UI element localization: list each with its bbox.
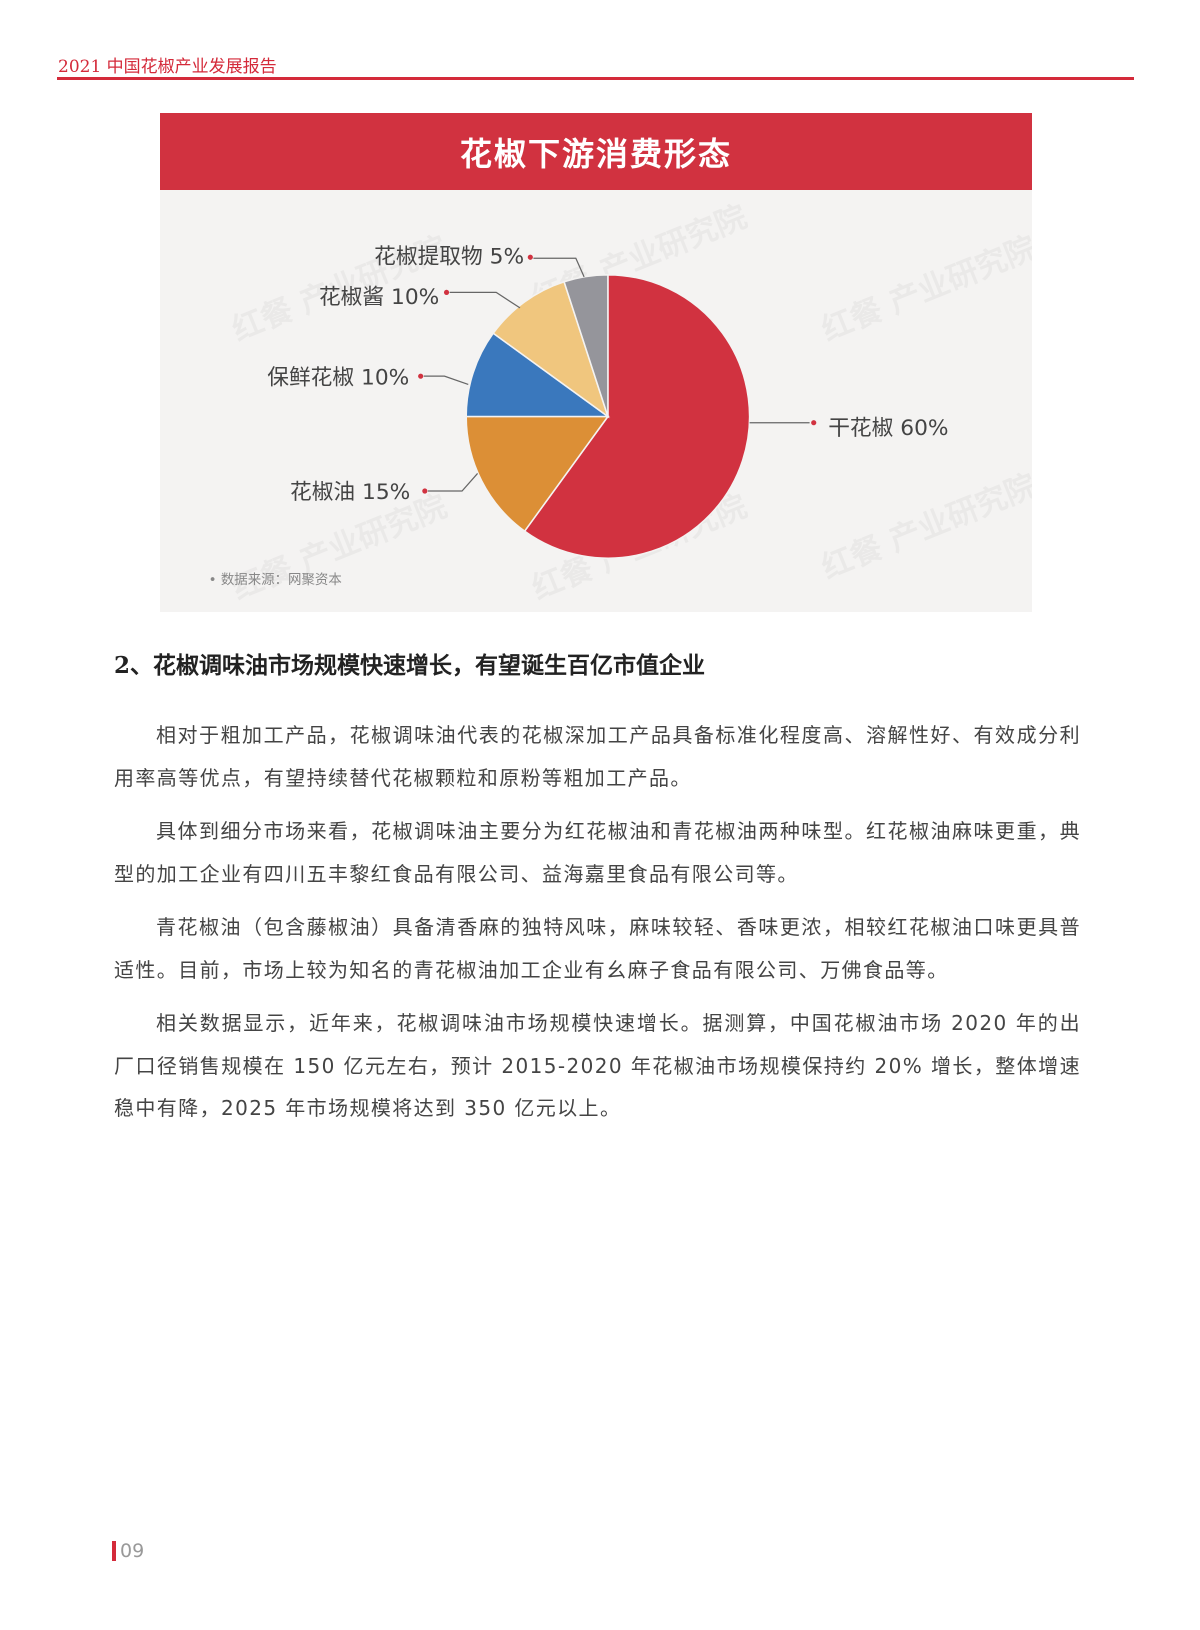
- leader-dot-3: [443, 289, 450, 295]
- pie-slice-4: [563, 274, 609, 417]
- paragraph: 具体到细分市场来看，花椒调味油主要分为红花椒油和青花椒油两种味型。红花椒油麻味更…: [114, 819, 1081, 886]
- leader-dot-4: [527, 254, 533, 260]
- pie-chart-svg: 红餐 产业研究院红餐 产业研究院红餐 产业研究院红餐 产业研究院红餐 产业研究院…: [209, 230, 1032, 607]
- slice-label-4: 花椒提取物 5%: [374, 244, 524, 269]
- page-number-text: 09: [120, 1540, 145, 1562]
- slice-label-2: 保鲜花椒 10%: [267, 365, 409, 390]
- report-header-title: 2021 中国花椒产业发展报告: [58, 57, 277, 77]
- leader-dot-2: [418, 373, 424, 379]
- leader-line-1: [427, 472, 479, 492]
- pie-slice-1: [465, 415, 610, 533]
- leader-line-3: [449, 291, 521, 309]
- leader-dot-0: [811, 420, 817, 426]
- paragraph: 青花椒油（包含藤椒油）具备清香麻的独特风味，麻味较轻、香味更浓，相较红花椒油口味…: [114, 915, 1081, 982]
- watermark: 红餐 产业研究院: [817, 230, 1032, 349]
- watermark: 红餐 产业研究院: [817, 468, 1032, 587]
- leader-line-4: [533, 257, 585, 278]
- header-divider: [57, 77, 1134, 80]
- watermark: 红餐 产业研究院: [227, 488, 452, 607]
- leader-line-2: [423, 375, 469, 386]
- paragraph: 相关数据显示，近年来，花椒调味油市场规模快速增长。据测算，中国花椒油市场 202…: [114, 1011, 1081, 1120]
- paragraph: 相对于粗加工产品，花椒调味油代表的花椒深加工产品具备标准化程度高、溶解性好、有效…: [114, 723, 1081, 790]
- section-heading: 2、花椒调味油市场规模快速增长，有望诞生百亿市值企业: [114, 652, 706, 679]
- data-source: • 数据来源：网聚资本: [209, 572, 342, 588]
- chart-title: 花椒下游消费形态: [160, 113, 1032, 190]
- pie-slice-2: [465, 332, 611, 418]
- page-number-marker: [112, 1541, 116, 1561]
- pie-slice-3: [492, 280, 610, 419]
- slice-label-1: 花椒油 15%: [290, 480, 410, 505]
- pie-chart: 红餐 产业研究院红餐 产业研究院红餐 产业研究院红餐 产业研究院红餐 产业研究院…: [160, 190, 1032, 612]
- section-body: 相对于粗加工产品，花椒调味油代表的花椒深加工产品具备标准化程度高、溶解性好、有效…: [114, 714, 1081, 1141]
- slice-label-0: 干花椒 60%: [828, 416, 948, 441]
- slice-label-3: 花椒酱 10%: [319, 285, 439, 310]
- leader-dot-1: [422, 488, 428, 494]
- pie-slice-0: [523, 274, 751, 559]
- page-number: 09: [112, 1540, 144, 1562]
